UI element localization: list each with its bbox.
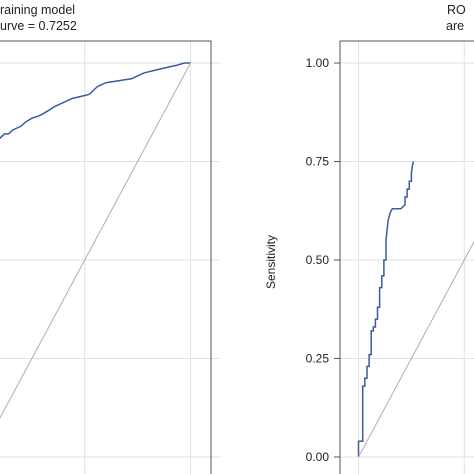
right-y-tick-label: 1.00 <box>306 56 330 70</box>
right-series-group <box>357 161 474 458</box>
right-roc-panel: RO are Sensitivity 0.00 0.25 0.50 0.75 1.00 <box>264 3 474 474</box>
right-plot-frame <box>339 40 474 474</box>
right-gridlines <box>338 41 474 474</box>
left-series-group <box>0 62 191 420</box>
right-y-axis-ticks: 0.00 0.25 0.50 0.75 1.00 <box>306 56 340 464</box>
right-y-tick-label: 0.25 <box>306 352 330 366</box>
left-gridlines <box>0 41 221 474</box>
left-plot-frame <box>0 40 212 474</box>
right-subtitle: are <box>446 19 464 33</box>
left-roc-curve <box>0 62 191 140</box>
left-subtitle: urve = 0.7252 <box>0 19 77 33</box>
right-title: RO <box>447 3 466 17</box>
right-y-tick-label: 0.50 <box>306 253 330 267</box>
right-y-tick-label: 0.75 <box>306 155 330 169</box>
left-reference-diagonal <box>0 62 191 420</box>
left-title: raining model <box>0 3 75 17</box>
right-y-tick-label: 0.00 <box>306 450 330 464</box>
right-y-axis-label: Sensitivity <box>264 235 278 289</box>
right-reference-diagonal <box>358 240 474 458</box>
right-roc-curve <box>357 161 415 457</box>
left-roc-panel: raining model urve = 0.7252 <box>0 3 221 474</box>
